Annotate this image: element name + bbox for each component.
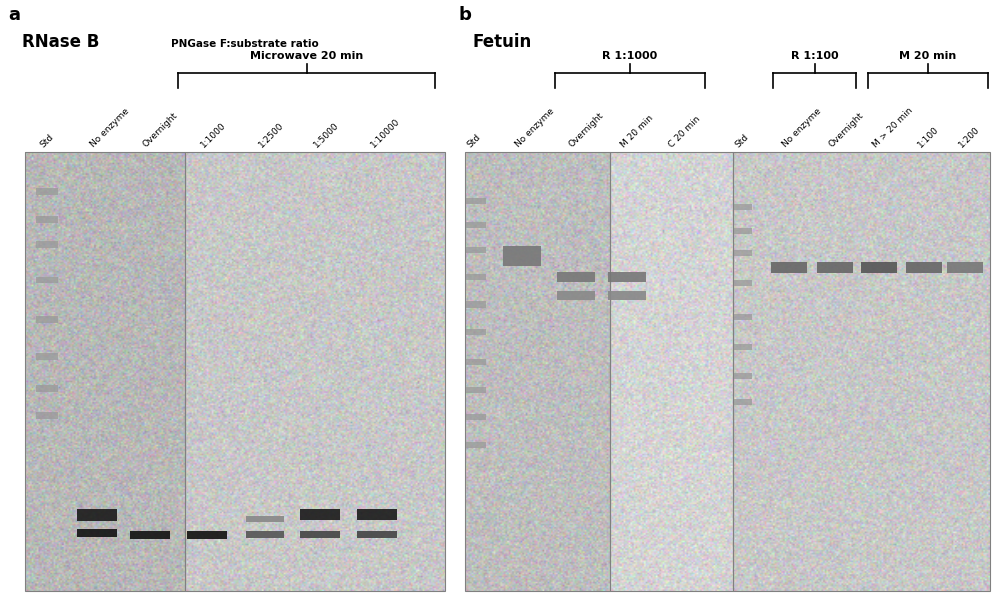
Bar — [246, 516, 284, 522]
Text: Overnight: Overnight — [142, 111, 180, 149]
Text: M 20 min: M 20 min — [619, 113, 655, 149]
Bar — [557, 272, 595, 282]
Text: Std: Std — [734, 132, 751, 149]
Text: 1:5000: 1:5000 — [312, 121, 340, 149]
Bar — [36, 241, 58, 248]
Text: 1:1000: 1:1000 — [199, 121, 227, 149]
Bar — [77, 529, 117, 537]
Bar — [357, 509, 397, 520]
Bar — [187, 530, 227, 539]
Bar — [466, 301, 486, 308]
Bar — [733, 152, 990, 591]
Bar — [734, 250, 752, 256]
Bar — [77, 509, 117, 521]
Bar — [466, 247, 486, 253]
Text: 1:200: 1:200 — [957, 125, 981, 149]
Text: No enzyme: No enzyme — [514, 107, 556, 149]
Bar — [734, 228, 752, 234]
Bar — [357, 531, 397, 538]
Bar — [861, 262, 897, 273]
Bar — [300, 509, 340, 520]
Bar — [557, 291, 595, 300]
Bar — [906, 262, 942, 273]
Bar — [466, 442, 486, 448]
Bar — [466, 359, 486, 365]
Bar — [734, 280, 752, 286]
Text: No enzyme: No enzyme — [781, 107, 823, 149]
Bar — [36, 353, 58, 359]
Text: 1:100: 1:100 — [916, 125, 940, 149]
Text: PNGase F:substrate ratio: PNGase F:substrate ratio — [171, 39, 319, 49]
Bar — [36, 317, 58, 323]
Text: RNase B: RNase B — [22, 33, 99, 52]
Bar — [36, 385, 58, 392]
Bar — [947, 262, 983, 273]
Bar — [36, 276, 58, 283]
Text: No enzyme: No enzyme — [89, 107, 131, 149]
Text: a: a — [8, 6, 20, 24]
Bar — [36, 412, 58, 419]
Text: R 1:100: R 1:100 — [791, 51, 838, 61]
Bar — [246, 531, 284, 538]
Bar — [734, 373, 752, 379]
Bar — [466, 274, 486, 280]
Bar — [817, 262, 853, 273]
Bar — [185, 152, 445, 591]
Bar — [503, 246, 541, 266]
Text: M 20 min: M 20 min — [899, 51, 957, 61]
Bar — [771, 262, 807, 273]
Text: Std: Std — [466, 132, 483, 149]
Bar — [130, 530, 170, 539]
Text: Microwave 20 min: Microwave 20 min — [250, 51, 363, 61]
Text: M > 20 min: M > 20 min — [871, 106, 914, 149]
Text: C 20 min: C 20 min — [667, 114, 702, 149]
Bar — [36, 188, 58, 195]
Bar — [466, 198, 486, 204]
Bar — [734, 399, 752, 405]
Bar — [610, 152, 733, 591]
Bar — [466, 222, 486, 228]
Text: 1:10000: 1:10000 — [369, 116, 401, 149]
Bar — [608, 272, 646, 282]
Bar — [36, 216, 58, 223]
Text: Overnight: Overnight — [568, 111, 606, 149]
Bar — [734, 204, 752, 210]
Bar — [25, 152, 185, 591]
Bar — [465, 152, 610, 591]
Text: Fetuin: Fetuin — [472, 33, 531, 52]
Text: R 1:1000: R 1:1000 — [602, 51, 658, 61]
Text: Overnight: Overnight — [827, 111, 865, 149]
Text: b: b — [458, 6, 471, 24]
Bar — [608, 291, 646, 300]
Bar — [300, 531, 340, 538]
Text: Std: Std — [39, 132, 56, 149]
Bar — [466, 329, 486, 335]
Bar — [734, 344, 752, 350]
Bar — [466, 387, 486, 393]
Bar — [466, 414, 486, 420]
Bar — [734, 314, 752, 320]
Text: 1:2500: 1:2500 — [257, 121, 285, 149]
